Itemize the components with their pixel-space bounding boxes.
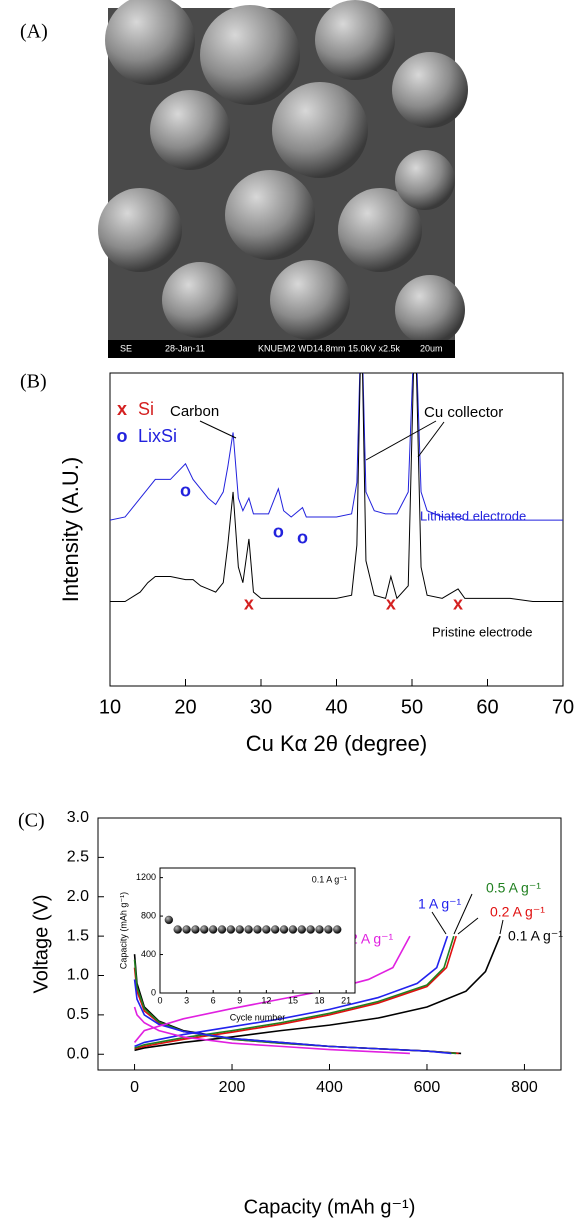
x-tick-label: 0 bbox=[157, 995, 162, 1005]
data-point bbox=[182, 925, 191, 934]
annotation-arrow bbox=[365, 420, 437, 461]
x-tick-label: 9 bbox=[237, 995, 242, 1005]
x-tick-label: 400 bbox=[316, 1079, 343, 1096]
y-tick-label: 3.0 bbox=[67, 809, 89, 826]
series-label: 2 A g⁻¹ bbox=[350, 931, 394, 947]
y-tick-label: 0.0 bbox=[67, 1045, 89, 1062]
series-label: Lithiated electrode bbox=[420, 508, 526, 523]
peak-marker: o bbox=[273, 521, 284, 541]
x-tick-label: 600 bbox=[414, 1079, 441, 1096]
x-tick-label: 70 bbox=[552, 696, 574, 718]
series-label: 1 A g⁻¹ bbox=[418, 896, 462, 912]
sem-info: KNUEM2 WD14.8mm 15.0kV x2.5k bbox=[258, 343, 401, 353]
panel-label: (C) bbox=[18, 810, 45, 832]
x-tick-label: 3 bbox=[184, 995, 189, 1005]
data-point bbox=[262, 925, 271, 934]
data-point bbox=[173, 925, 182, 934]
y-tick-label: 2.5 bbox=[67, 849, 89, 866]
y-tick-label: 0 bbox=[151, 987, 156, 997]
data-point bbox=[200, 925, 209, 934]
x-tick-label: 18 bbox=[315, 995, 325, 1005]
peak-marker: o bbox=[180, 481, 191, 501]
panel-label: (A) bbox=[20, 21, 48, 43]
label-arrow bbox=[431, 911, 447, 935]
x-tick-label: 20 bbox=[174, 696, 196, 718]
x-axis-label: Cu Kα 2θ (degree) bbox=[246, 731, 427, 756]
data-point bbox=[271, 925, 280, 934]
peak-marker: x bbox=[386, 593, 396, 613]
series-label: 0.5 A g⁻¹ bbox=[486, 880, 541, 896]
y-tick-label: 1200 bbox=[136, 872, 156, 882]
x-tick-label: 21 bbox=[341, 995, 351, 1005]
peak-marker: o bbox=[297, 528, 308, 548]
y-axis-label: Capacity (mAh g⁻¹) bbox=[118, 892, 128, 969]
series-label: 0.2 A g⁻¹ bbox=[490, 904, 545, 920]
data-point bbox=[297, 925, 306, 934]
data-line bbox=[133, 935, 411, 1055]
data-point bbox=[209, 925, 218, 934]
sem-info: 20um bbox=[420, 343, 443, 353]
y-axis-label: Intensity (A.U.) bbox=[58, 457, 83, 602]
data-point bbox=[315, 925, 324, 934]
data-point bbox=[288, 925, 298, 934]
series-label: Pristine electrode bbox=[432, 624, 532, 639]
legend-label: Si bbox=[138, 399, 154, 419]
x-tick-label: 15 bbox=[288, 995, 298, 1005]
peak-marker: x bbox=[244, 593, 254, 613]
x-tick-label: 0 bbox=[130, 1079, 139, 1096]
x-tick-label: 200 bbox=[219, 1079, 246, 1096]
data-point bbox=[235, 925, 244, 934]
data-line bbox=[110, 373, 563, 521]
x-axis-label: Cycle number bbox=[230, 1012, 286, 1022]
chart-title: 0.1 A g⁻¹ bbox=[312, 874, 347, 884]
y-tick-label: 800 bbox=[141, 910, 156, 920]
y-tick-label: 2.0 bbox=[67, 888, 89, 905]
annotation-arrow bbox=[199, 420, 237, 439]
x-tick-label: 40 bbox=[325, 696, 347, 718]
x-tick-label: 800 bbox=[511, 1079, 538, 1096]
annotation: Cu collector bbox=[424, 404, 503, 421]
data-point bbox=[333, 925, 342, 934]
data-point bbox=[279, 925, 289, 934]
y-tick-label: 0.5 bbox=[67, 1006, 89, 1023]
legend-label: LixSi bbox=[138, 426, 177, 446]
x-tick-label: 60 bbox=[476, 696, 498, 718]
annotation: Carbon bbox=[170, 403, 219, 420]
y-tick-label: 400 bbox=[141, 949, 156, 959]
peak-marker: x bbox=[453, 593, 463, 613]
data-point bbox=[164, 915, 174, 925]
annotation-arrow bbox=[417, 421, 445, 458]
data-point bbox=[306, 925, 315, 934]
x-axis-label: Capacity (mAh g⁻¹) bbox=[244, 1196, 416, 1218]
legend-symbol: x bbox=[117, 399, 127, 419]
plot-area bbox=[110, 373, 563, 602]
data-point bbox=[253, 925, 262, 934]
panel-label: (B) bbox=[20, 371, 47, 393]
sem-info: SE bbox=[120, 343, 132, 353]
y-axis-label: Voltage (V) bbox=[30, 895, 52, 994]
legend-symbol: o bbox=[117, 426, 128, 446]
series-label: 0.1 A g⁻¹ bbox=[508, 928, 563, 944]
x-tick-label: 30 bbox=[250, 696, 272, 718]
data-line bbox=[133, 935, 452, 1055]
sem-info: 28-Jan-11 bbox=[165, 343, 205, 353]
sem-image bbox=[98, 0, 468, 358]
label-arrow bbox=[499, 919, 504, 935]
data-point bbox=[324, 925, 333, 934]
y-tick-label: 1.0 bbox=[67, 967, 89, 984]
label-arrow bbox=[453, 893, 473, 935]
x-tick-label: 6 bbox=[211, 995, 216, 1005]
x-tick-label: 50 bbox=[401, 696, 423, 718]
x-tick-label: 10 bbox=[99, 696, 121, 718]
data-line bbox=[110, 373, 563, 602]
data-point bbox=[191, 925, 200, 934]
x-tick-label: 12 bbox=[261, 995, 271, 1005]
y-tick-label: 1.5 bbox=[67, 927, 89, 944]
data-point bbox=[217, 925, 227, 934]
data-point bbox=[226, 925, 236, 934]
label-arrow bbox=[457, 917, 479, 935]
data-point bbox=[244, 925, 253, 934]
